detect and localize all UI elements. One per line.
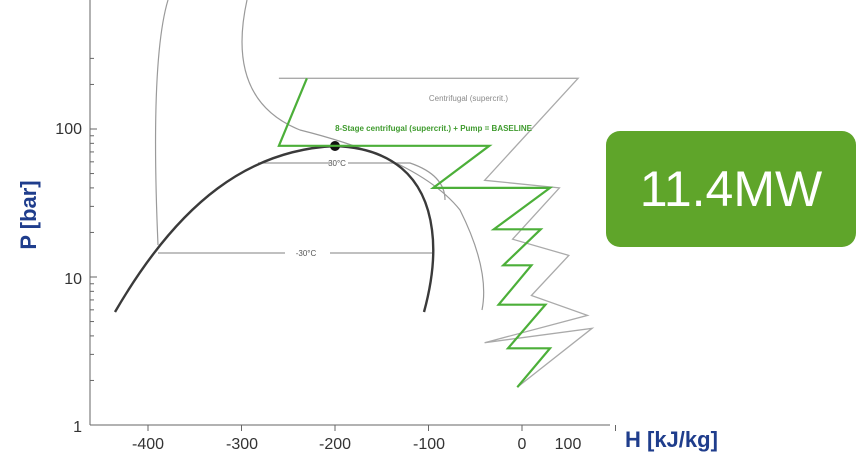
y-axis-title: P [bar] (16, 180, 41, 249)
x-tick-label: -400 (132, 436, 164, 453)
isotherm-30c (258, 162, 446, 201)
x-tick-label: -200 (319, 436, 351, 453)
x-tick-label: -100 (413, 436, 445, 453)
y-tick-label: 100 (55, 121, 82, 138)
x-tick-label: -300 (226, 436, 258, 453)
saturation-dome (113, 144, 435, 313)
series-line-centrifugal (278, 77, 595, 388)
power-badge-text: 11.4MW (639, 161, 823, 217)
isotherm-label-minus30c: -30°C (296, 249, 317, 258)
y-tick-label: 10 (64, 271, 82, 288)
power-badge: 11.4MW (606, 131, 856, 247)
plot-area (113, 0, 485, 313)
x-tick-label: 0 (518, 436, 527, 453)
x-axis-title: H [kJ/kg] (625, 427, 718, 452)
isentrope-curve (241, 0, 485, 311)
isotherm-label-30c: 30°C (328, 159, 346, 168)
y-tick-label: 1 (73, 419, 82, 436)
x-tick-label: 100 (555, 436, 582, 453)
axis-ticks (90, 57, 616, 431)
series-layer (277, 77, 595, 388)
isotherm-outer-curve (154, 0, 169, 246)
legend-centrifugal: Centrifugal (supercrit.) (429, 94, 508, 103)
legend-baseline: 8-Stage centrifugal (supercrit.) + Pump … (335, 124, 533, 133)
series-line-baseline (277, 77, 554, 388)
